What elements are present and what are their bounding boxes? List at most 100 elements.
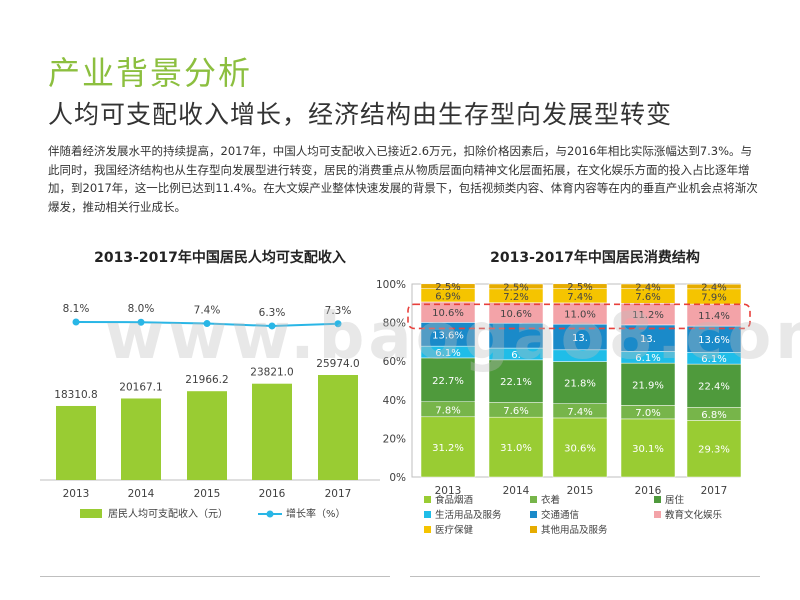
growth-label: 8.1%: [63, 303, 90, 315]
stack-segment: [620, 362, 676, 406]
legend-swatch: [530, 526, 537, 533]
stack-segment: [420, 283, 476, 289]
segment-label: 6.9%: [435, 291, 460, 302]
y-tick-label: 60%: [383, 356, 406, 368]
segment-label: 7.8%: [435, 405, 460, 416]
income-bar-label: 18310.8: [54, 389, 97, 401]
legend-swatch: [424, 511, 431, 518]
x-tick-label: 2015: [567, 485, 594, 497]
segment-label: 31.0%: [500, 443, 532, 454]
legend-growth-label: 增长率（%）: [286, 507, 346, 520]
stack-segment: [552, 417, 608, 478]
growth-point: [203, 320, 211, 328]
stack-segment: [686, 283, 742, 290]
stack-segment: [420, 357, 476, 402]
stack-segment: [552, 283, 608, 289]
growth-label: 6.3%: [259, 307, 286, 319]
segment-label: 22.1%: [500, 377, 532, 388]
stack-segment: [620, 324, 676, 352]
stack-segment: [620, 283, 676, 289]
growth-label: 7.3%: [325, 305, 352, 317]
growth-label: 8.0%: [128, 303, 155, 315]
page-subtitle: 人均可支配收入增长，经济结构由生存型向发展型转变: [48, 100, 673, 129]
segment-label: 13.: [640, 334, 656, 345]
legend-label: 衣着: [541, 494, 560, 506]
segment-label: 11.4%: [698, 311, 730, 322]
legend-growth-marker: [266, 510, 274, 518]
income-bar: [318, 375, 358, 480]
income-bar-label: 25974.0: [316, 358, 359, 370]
segment-label: 2.4%: [635, 282, 660, 293]
watermark: www.baogao8.com: [105, 300, 800, 374]
stack-segment: [420, 416, 476, 478]
segment-label: 29.3%: [698, 445, 730, 456]
segment-label: 30.1%: [632, 444, 664, 455]
y-tick-label: 20%: [383, 433, 406, 445]
segment-label: 7.4%: [567, 407, 592, 418]
legend-swatch: [424, 496, 431, 503]
segment-label: 6.1%: [435, 348, 460, 359]
segment-label: 6.1%: [701, 354, 726, 365]
legend-label: 教育文化娱乐: [665, 509, 723, 521]
income-bar: [56, 405, 96, 480]
segment-label: 13.: [572, 333, 588, 344]
segment-label: 2.5%: [567, 282, 592, 293]
x-tick-label: 2014: [503, 485, 530, 497]
legend-label: 其他用品及服务: [541, 524, 608, 536]
legend-swatch: [530, 496, 537, 503]
segment-label: 22.7%: [432, 376, 464, 387]
income-bar-label: 21966.2: [185, 374, 228, 386]
segment-label: 2.4%: [701, 283, 726, 294]
y-tick-label: 40%: [383, 395, 406, 407]
segment-label: 21.8%: [564, 379, 596, 390]
legend-swatch: [654, 496, 661, 503]
left-divider: [40, 576, 390, 577]
legend-swatch: [424, 526, 431, 533]
stack-segment: [686, 420, 742, 478]
stack-segment: [686, 363, 742, 408]
legend-income-label: 居民人均可支配收入（元）: [108, 507, 228, 520]
x-tick-label: 2013: [435, 485, 462, 497]
segment-label: 6.: [511, 350, 521, 361]
consumption-chart: 0%20%40%60%80%100%31.2%7.8%22.7%6.1%13.6…: [376, 279, 751, 536]
consumption-chart-title: 2013-2017年中国居民消费结构: [490, 250, 700, 266]
stack-segment: [488, 283, 544, 290]
income-chart: 18310.8 2013 20167.1 2014 21966.2 2015 23821.0…: [40, 303, 380, 520]
segment-label: 13.6%: [432, 330, 464, 341]
legend-income-swatch: [80, 509, 102, 518]
segment-label: 6.1%: [635, 353, 660, 364]
segment-label: 2.5%: [503, 282, 528, 293]
legend-swatch: [654, 511, 661, 518]
stack-segment: [488, 359, 544, 403]
legend-label: 食品烟酒: [435, 494, 474, 506]
stack-segment: [488, 322, 544, 349]
intro-paragraph: 伴随着经济发展水平的持续提高，2017年，中国人均可支配收入已接近2.6万元，扣…: [48, 144, 758, 214]
segment-label: 7.6%: [635, 292, 660, 303]
segment-label: 7.6%: [503, 406, 528, 417]
segment-label: 7.0%: [635, 408, 660, 419]
segment-label: 21.9%: [632, 380, 664, 391]
stack-segment: [620, 418, 676, 478]
x-tick-label: 2014: [128, 488, 155, 500]
legend-swatch: [530, 511, 537, 518]
growth-point: [334, 320, 342, 328]
income-bar: [121, 398, 161, 480]
segment-label: 6.8%: [701, 410, 726, 421]
segment-label: 7.9%: [701, 292, 726, 303]
segment-label: 11.2%: [632, 310, 664, 321]
segment-label: 22.4%: [698, 382, 730, 393]
growth-point: [137, 318, 145, 326]
y-tick-label: 80%: [383, 318, 406, 330]
x-tick-label: 2015: [194, 488, 221, 500]
x-tick-label: 2016: [259, 488, 286, 500]
legend-label: 交通通信: [541, 509, 579, 521]
legend-label: 居住: [665, 494, 685, 506]
page-title: 产业背景分析: [48, 54, 253, 92]
growth-point: [268, 322, 276, 330]
x-tick-label: 2016: [635, 485, 662, 497]
growth-point: [72, 318, 80, 326]
segment-label: 7.2%: [503, 292, 528, 303]
right-divider: [410, 576, 760, 577]
segment-label: 10.6%: [500, 309, 532, 320]
income-chart-title: 2013-2017年中国居民人均可支配收入: [94, 250, 346, 266]
